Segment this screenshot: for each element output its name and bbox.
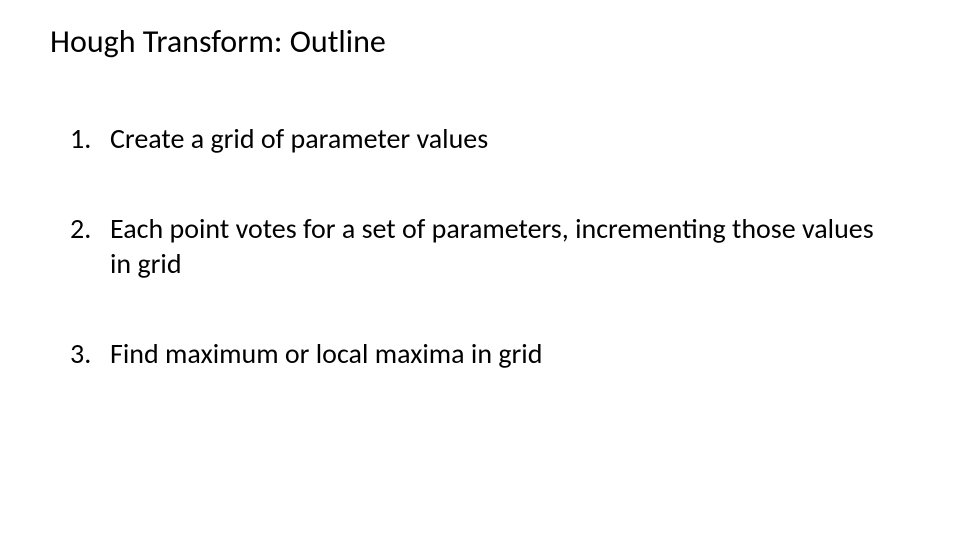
list-item: Create a grid of parameter values xyxy=(70,121,890,156)
slide-title: Hough Transform: Outline xyxy=(50,20,910,61)
slide: Hough Transform: Outline Create a grid o… xyxy=(0,0,960,540)
list-item: Each point votes for a set of parameters… xyxy=(70,211,890,281)
step-text: Each point votes for a set of parameters… xyxy=(110,211,874,281)
step-text: Create a grid of parameter values xyxy=(110,121,488,156)
step-text: Find maximum or local maxima in grid xyxy=(110,336,542,371)
steps-list: Create a grid of parameter values Each p… xyxy=(50,121,910,371)
list-item: Find maximum or local maxima in grid xyxy=(70,336,890,371)
